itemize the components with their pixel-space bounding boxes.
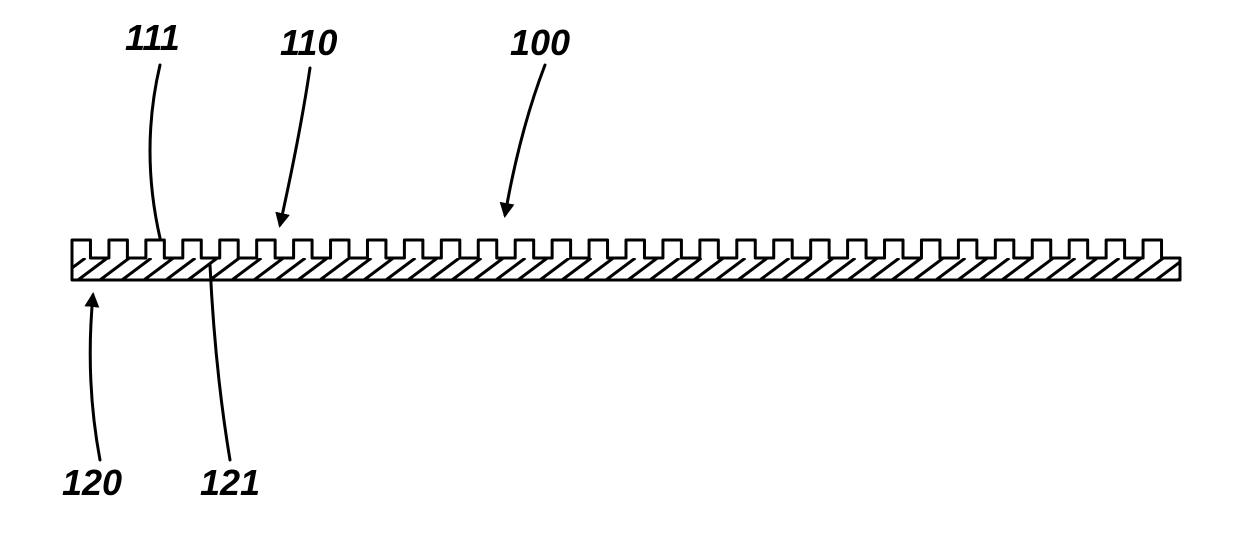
leader-110 [280,68,310,225]
label-100: 100 [510,22,570,63]
label-111: 111 [125,17,180,58]
leader-121 [210,265,230,460]
label-110: 110 [280,22,337,63]
leader-111 [150,65,160,238]
label-121: 121 [200,462,260,503]
label-120: 120 [62,462,122,503]
hatch-fill [12,258,1240,280]
leader-120 [90,295,100,460]
leader-100 [505,65,545,215]
